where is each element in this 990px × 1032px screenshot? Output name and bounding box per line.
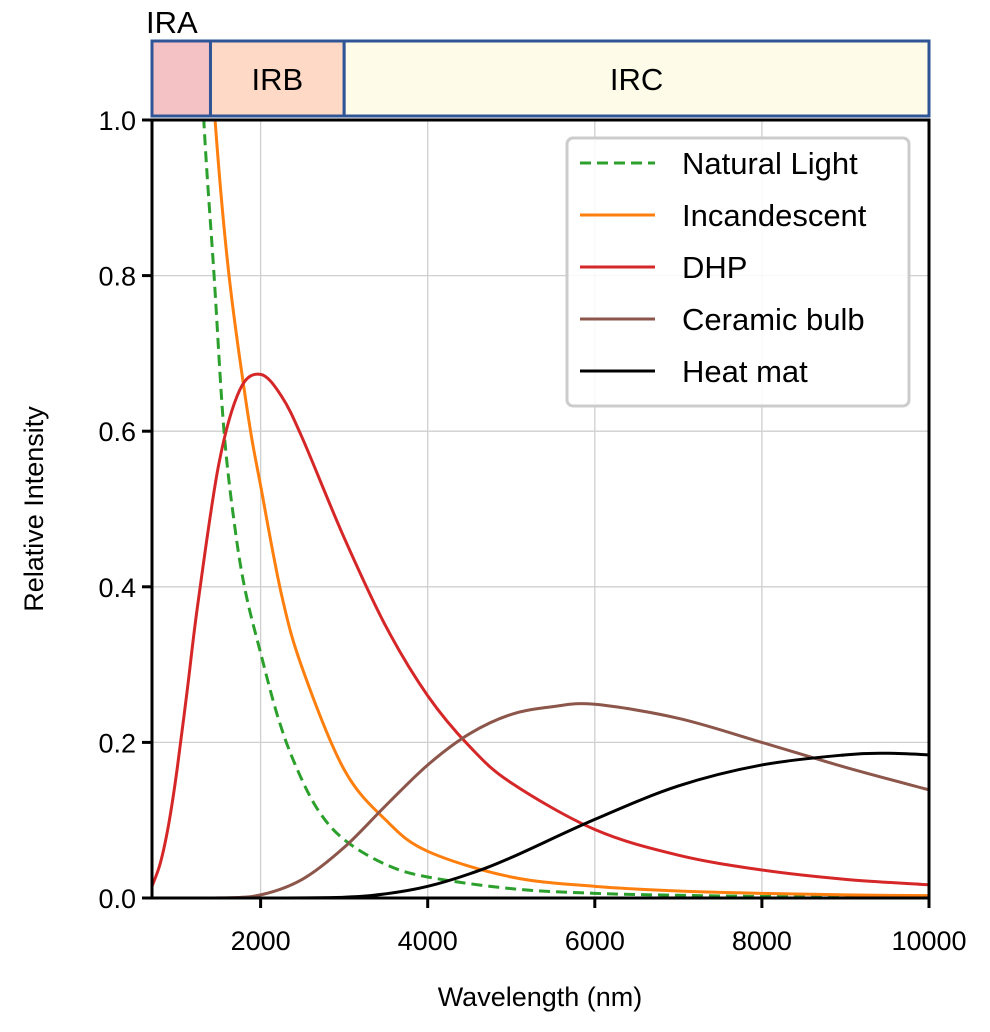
band-label-irc: IRC bbox=[610, 62, 663, 97]
legend-box bbox=[565, 136, 911, 408]
y-tick-label: 1.0 bbox=[98, 106, 136, 136]
legend-label-natural-light: Natural Light bbox=[682, 146, 858, 181]
band-label-irb: IRB bbox=[251, 62, 303, 97]
y-tick-label: 0.8 bbox=[98, 262, 136, 292]
band-label-ira: IRA bbox=[146, 5, 198, 40]
band-irc bbox=[342, 39, 931, 118]
axis-ticks: 2000 4000 6000 8000 10000 0.0 0.2 0.4 0.6 0.8 1.0 bbox=[98, 106, 966, 956]
legend-label-heat-mat: Heat mat bbox=[682, 354, 808, 389]
x-axis-label: Wavelength (nm) bbox=[438, 982, 643, 1012]
series-line-natural-light bbox=[202, 120, 929, 898]
band-irb bbox=[208, 39, 346, 118]
band-ira bbox=[150, 39, 212, 118]
series-line-incandescent bbox=[213, 120, 929, 898]
y-tick-label: 0.2 bbox=[98, 728, 136, 758]
x-tick-label: 4000 bbox=[398, 926, 458, 956]
x-tick-label: 2000 bbox=[231, 926, 291, 956]
y-axis-label: Relative Intensity bbox=[19, 406, 49, 612]
y-tick-label: 0.6 bbox=[98, 417, 136, 447]
legend-label-incandescent: Incandescent bbox=[682, 198, 867, 233]
y-tick-label: 0.0 bbox=[98, 884, 136, 914]
legend-label-dhp: DHP bbox=[682, 250, 747, 285]
series-line-dhp bbox=[152, 372, 929, 887]
series-lines bbox=[152, 120, 929, 898]
x-tick-label: 10000 bbox=[891, 926, 966, 956]
y-tick-label: 0.4 bbox=[98, 573, 136, 603]
legend: Natural Light Incandescent DHP Ceramic bulb… bbox=[565, 136, 911, 408]
legend-label-ceramic-bulb: Ceramic bulb bbox=[682, 302, 865, 337]
plot-frame bbox=[150, 118, 931, 900]
x-tick-label: 8000 bbox=[732, 926, 792, 956]
series-line-ceramic-bulb bbox=[152, 702, 929, 898]
infrared-bands: IRA IRB IRC bbox=[146, 5, 931, 118]
x-tick-label: 6000 bbox=[565, 926, 625, 956]
